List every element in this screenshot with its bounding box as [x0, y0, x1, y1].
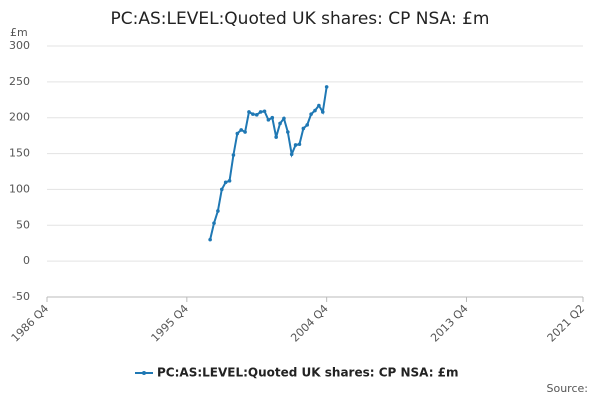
data-point	[305, 123, 310, 127]
data-point	[227, 179, 232, 183]
source: Source:	[547, 382, 589, 395]
data-point	[219, 187, 224, 192]
data-point	[297, 142, 302, 147]
data-point	[270, 115, 275, 120]
x-tick-label: 2021 Q2	[545, 302, 588, 345]
data-point	[289, 152, 294, 157]
data-point	[309, 112, 313, 116]
data-point	[301, 126, 306, 131]
data-point	[282, 116, 286, 121]
data-point	[254, 113, 259, 117]
series-line	[209, 86, 328, 240]
data-point	[320, 110, 325, 114]
y-tick-label: 0	[23, 254, 30, 267]
data-point	[216, 209, 220, 213]
y-tick-label: 300	[9, 39, 30, 52]
y-axis-unit: £m	[10, 26, 28, 39]
data-point	[212, 221, 216, 225]
data-point	[258, 110, 263, 114]
data-point	[286, 130, 290, 134]
data-point	[324, 85, 329, 89]
data-point	[239, 128, 244, 132]
data-point	[223, 180, 228, 185]
legend-marker	[142, 371, 146, 375]
data-point	[278, 121, 282, 126]
data-point	[231, 153, 236, 157]
y-tick-label: 50	[16, 218, 30, 231]
x-tick-label: 2013 Q4	[428, 302, 471, 345]
data-point	[247, 110, 251, 114]
data-point	[293, 143, 298, 147]
y-tick-label: 100	[9, 182, 30, 195]
y-tick-label: -50	[12, 290, 30, 303]
x-tick-label: 2004 Q4	[288, 302, 331, 345]
data-point	[274, 135, 278, 139]
data-point	[266, 118, 271, 122]
y-tick-label: 250	[9, 75, 30, 88]
data-point	[317, 103, 321, 108]
data-point	[262, 109, 267, 114]
data-point	[251, 112, 255, 116]
data-point	[313, 108, 317, 113]
y-tick-label: 200	[9, 111, 30, 124]
x-tick-label: 1995 Q4	[149, 302, 192, 345]
data-point	[235, 131, 240, 136]
data-point	[243, 130, 247, 134]
chart-title: PC:AS:LEVEL:Quoted UK shares: CP NSA: £m	[111, 9, 490, 29]
legend-label: PC:AS:LEVEL:Quoted UK shares: CP NSA: £m	[157, 366, 459, 380]
data-point	[208, 237, 212, 242]
y-tick-label: 150	[9, 147, 30, 160]
x-tick-label: 1986 Q4	[9, 302, 52, 345]
